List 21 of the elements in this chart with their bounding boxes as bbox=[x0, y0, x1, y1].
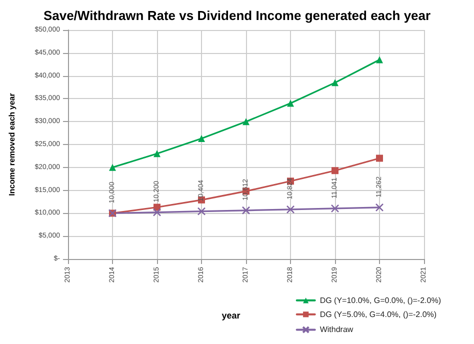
point bbox=[286, 205, 295, 214]
legend-label: DG (Y=10.0%, G=0.0%, ()=-2.0%) bbox=[320, 296, 442, 305]
point bbox=[332, 79, 338, 86]
point bbox=[242, 118, 250, 126]
point bbox=[109, 164, 116, 171]
legend-label: DG (Y=5.0%, G=4.0%, ()=-2.0%) bbox=[320, 310, 437, 319]
point bbox=[330, 204, 340, 213]
point bbox=[376, 154, 383, 162]
chart-title: Save/Withdrawn Rate vs Dividend Income generated each year bbox=[43, 8, 431, 23]
point bbox=[376, 56, 383, 64]
point bbox=[198, 135, 205, 142]
point bbox=[242, 206, 250, 215]
point bbox=[332, 167, 338, 174]
point bbox=[287, 100, 294, 107]
x-axis-title: year bbox=[222, 310, 241, 320]
point bbox=[152, 208, 162, 216]
point bbox=[197, 207, 206, 216]
point bbox=[375, 203, 384, 212]
legend-label: Withdraw bbox=[320, 325, 354, 334]
y-axis-title: Income removed each year bbox=[8, 93, 16, 196]
point bbox=[154, 150, 160, 158]
